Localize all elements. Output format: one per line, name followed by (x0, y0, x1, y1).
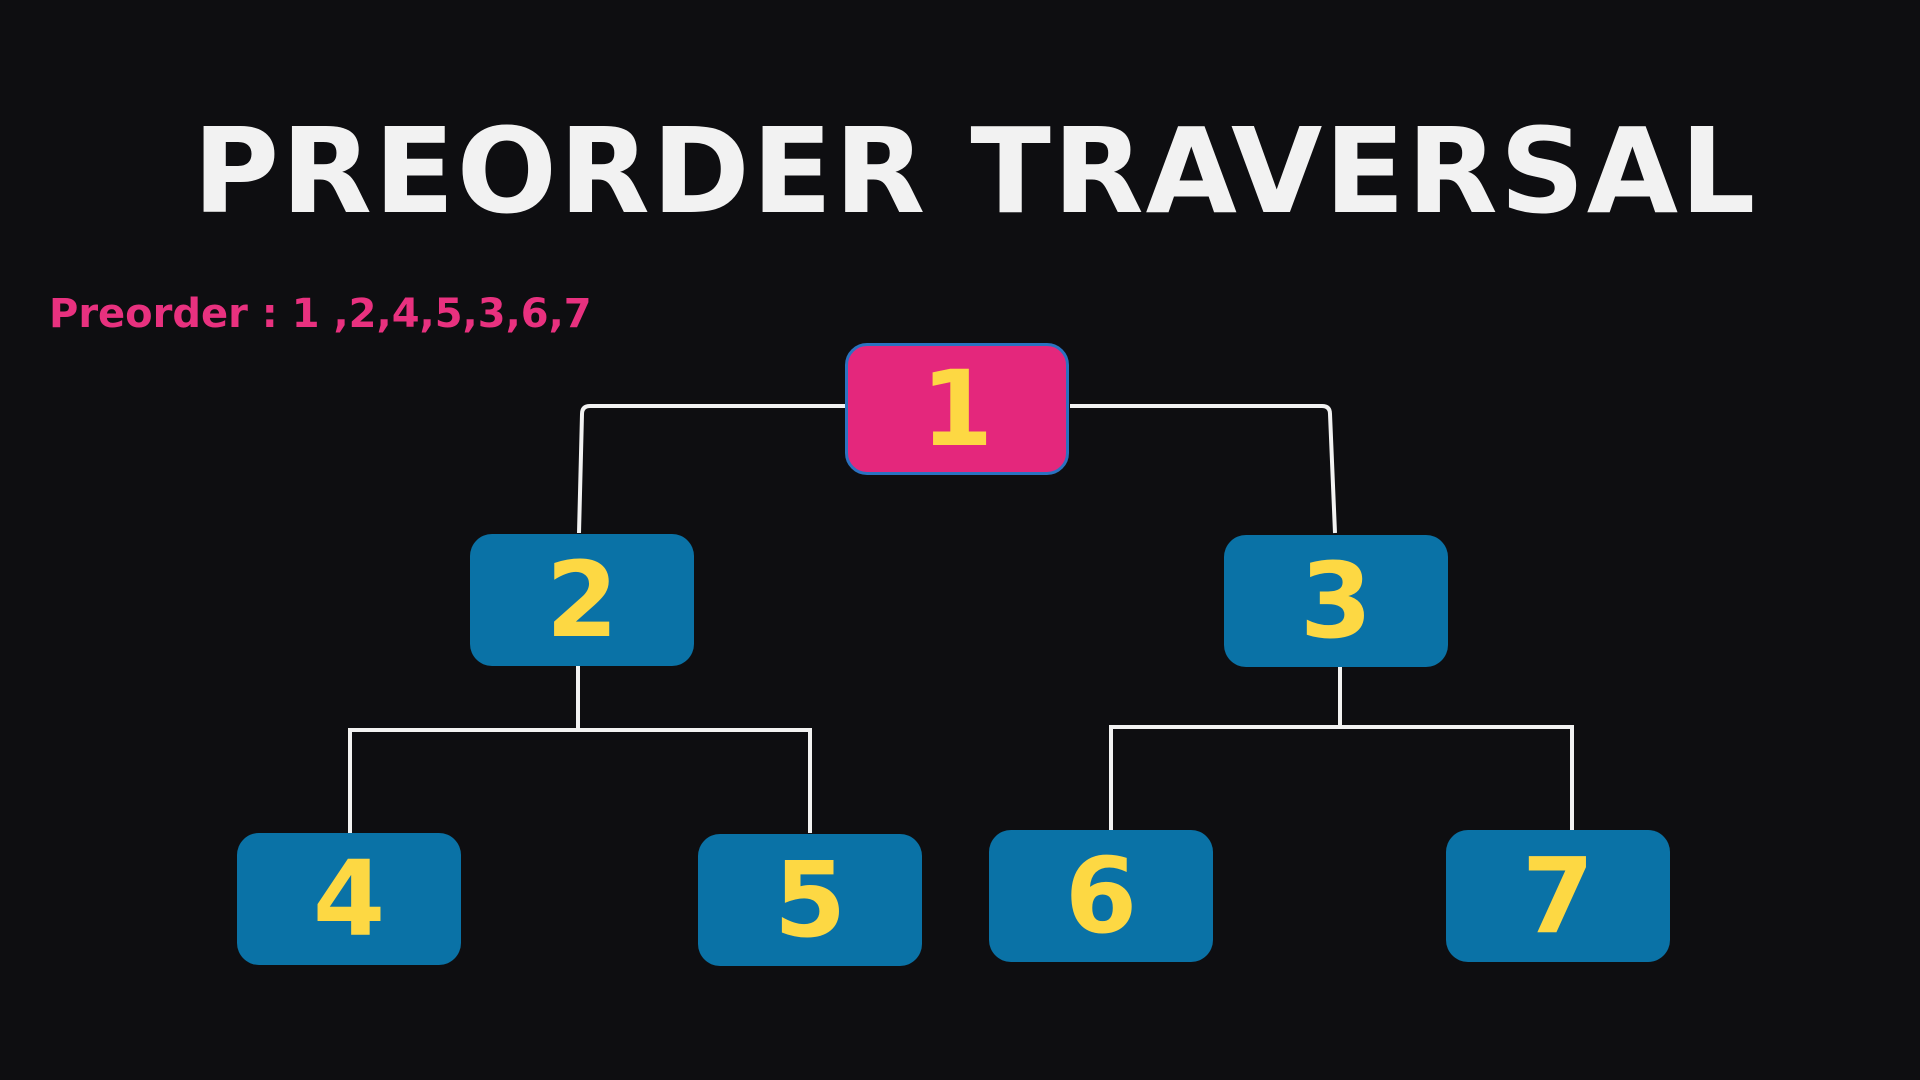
page-title: PREORDER TRAVERSAL (192, 102, 1758, 240)
preorder-sequence: Preorder : 1 ,2,4,5,3,6,7 (49, 291, 592, 337)
edge-3-6 (1109, 666, 1342, 830)
tree-node-3[interactable]: 3 (1224, 535, 1448, 667)
edge-3-7 (1340, 725, 1574, 830)
edge-2-4 (348, 666, 580, 833)
edge-1-2 (577, 404, 845, 534)
tree-node-4[interactable]: 4 (237, 833, 461, 965)
edge-1-3 (1070, 404, 1337, 534)
tree-node-2[interactable]: 2 (470, 534, 694, 666)
tree-node-7[interactable]: 7 (1446, 830, 1670, 962)
tree-node-5[interactable]: 5 (698, 834, 922, 966)
edge-2-5 (578, 728, 812, 833)
tree-node-6[interactable]: 6 (989, 830, 1213, 962)
tree-node-1[interactable]: 1 (845, 343, 1069, 475)
